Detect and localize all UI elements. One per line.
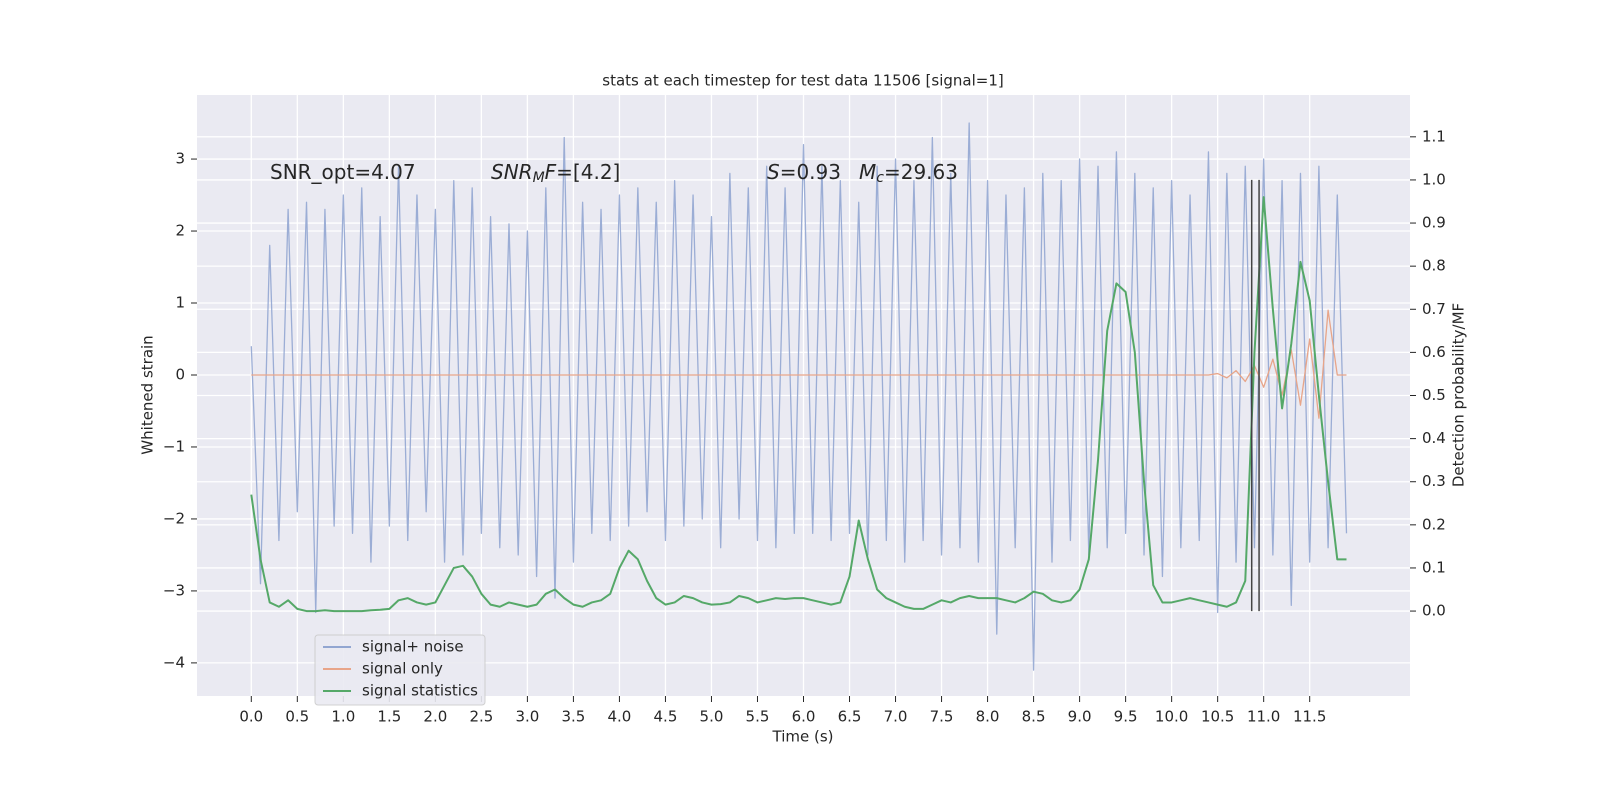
marks	[250, 122, 1348, 671]
annotation-part: =29.63	[884, 160, 958, 184]
annotation: S=0.93	[767, 160, 841, 184]
legend-label: signal statistics	[362, 682, 478, 700]
y2-axis-label: Detection probability/MF	[1450, 303, 1468, 487]
annotation-part: M	[859, 160, 876, 184]
y-tick-label: −4	[163, 653, 185, 671]
x-tick-label: 4.0	[608, 708, 632, 726]
y2-tick-label: 0.4	[1422, 429, 1446, 447]
y2-tick-label: 0.5	[1422, 386, 1446, 404]
x-tick-label: 11.0	[1247, 708, 1280, 726]
annotation-part: M	[533, 170, 545, 186]
x-tick-label: 10.0	[1155, 708, 1188, 726]
annotation: SNRMF=[4.2]	[491, 160, 620, 187]
y-tick-label: −3	[163, 581, 185, 599]
y-tick-label: 2	[175, 222, 185, 240]
y2-tick-label: 0.1	[1422, 558, 1446, 576]
series-line	[250, 122, 1348, 671]
y2-tick-label: 1.0	[1422, 170, 1446, 188]
annotation-part: =[4.2]	[556, 160, 620, 184]
series-line	[251, 309, 1347, 419]
x-tick-label: 1.5	[377, 708, 401, 726]
x-tick-label: 6.0	[792, 708, 816, 726]
x-tick-label: 8.5	[1022, 708, 1046, 726]
x-tick-label: 3.0	[515, 708, 539, 726]
x-tick-label: 6.5	[838, 708, 862, 726]
x-tick-label: 2.5	[469, 708, 493, 726]
x-tick-label: 8.0	[976, 708, 1000, 726]
y2-tick-label: 0.7	[1422, 300, 1446, 318]
y2-tick-label: 0.6	[1422, 343, 1446, 361]
annotation-part: c	[876, 170, 884, 186]
y2-tick-label: 0.8	[1422, 257, 1446, 275]
y-tick-label: 3	[175, 150, 185, 168]
x-tick-label: 2.0	[423, 708, 447, 726]
x-tick-label: 11.5	[1293, 708, 1326, 726]
series-line	[250, 196, 1347, 613]
x-tick-label: 9.5	[1114, 708, 1138, 726]
x-tick-label: 7.0	[884, 708, 908, 726]
y2-tick-label: 1.1	[1422, 127, 1446, 145]
x-axis-label: Time (s)	[772, 728, 834, 746]
x-tick-label: 10.5	[1201, 708, 1234, 726]
y2-tick-label: 0.3	[1422, 472, 1446, 490]
y-tick-label: −1	[163, 437, 185, 455]
annotation: Mc=29.63	[859, 160, 958, 187]
y-tick-label: −2	[163, 509, 185, 527]
x-tick-label: 7.5	[930, 708, 954, 726]
chart-title: stats at each timestep for test data 115…	[602, 72, 1003, 90]
legend-box	[314, 634, 486, 706]
y-tick-label: 1	[175, 294, 185, 312]
legend-label: signal+ noise	[362, 638, 464, 656]
annotation-part: F	[545, 160, 557, 184]
legend-label: signal only	[362, 660, 443, 678]
y-tick-label: 0	[175, 365, 185, 383]
x-tick-label: 0.5	[285, 708, 309, 726]
axes: 0.0 0.5 1.0 1.5 2.0 2.5 3.0 3.5 4.0 4.5 5.0 5.5 6.0 6…	[163, 127, 1446, 725]
y2-tick-label: 0.0	[1422, 602, 1446, 620]
y-axis-label: Whitened strain	[139, 335, 157, 454]
x-tick-label: 5.0	[700, 708, 724, 726]
x-tick-label: 1.0	[331, 708, 355, 726]
annotation: SNR_opt=4.07	[270, 160, 416, 184]
x-tick-label: 3.5	[561, 708, 585, 726]
x-tick-label: 4.5	[654, 708, 678, 726]
annotation-part: =0.93	[780, 160, 841, 184]
y2-tick-label: 0.2	[1422, 515, 1446, 533]
x-tick-label: 5.5	[746, 708, 770, 726]
annotation-part: S	[767, 160, 780, 184]
x-tick-label: 0.0	[239, 708, 263, 726]
annotation-part: SNR_opt=4.07	[270, 160, 416, 184]
annotation-part: SNR	[491, 160, 533, 184]
x-tick-label: 9.0	[1068, 708, 1092, 726]
y2-tick-label: 0.9	[1422, 214, 1446, 232]
